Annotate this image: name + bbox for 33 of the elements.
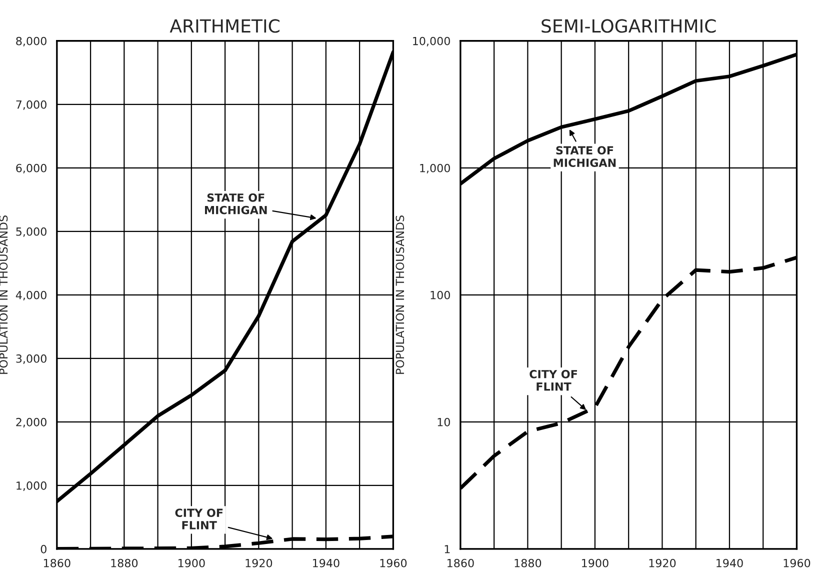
y-tick-label: 1,000 [16,481,46,491]
y-tick-label: 2,000 [16,418,46,428]
x-tick-label: 1880 [111,558,138,568]
annotation: CITY OF FLINT [530,370,577,391]
y-axis-title: POPULATION IN THOUSANDS [396,216,404,374]
annotation: STATE OF MICHIGAN [205,193,267,214]
chart-title: ARITHMETIC [170,19,280,33]
y-tick-label: 1 [444,545,450,554]
x-tick-label: 1900 [178,558,205,568]
x-tick-label: 1900 [582,558,608,568]
x-tick-label: 1920 [246,558,272,568]
annotation: STATE OF MICHIGAN [554,146,616,167]
annotation: CITY OF FLINT [175,508,223,530]
y-tick-label: 10,000 [413,36,450,46]
y-tick-label: 1,000 [420,164,450,174]
x-tick-label: 1960 [380,558,407,568]
x-tick-label: 1860 [44,558,70,568]
x-tick-label: 1940 [313,558,340,568]
y-tick-label: 0 [40,544,46,554]
y-tick-label: 10 [438,418,450,426]
y-tick-label: 8,000 [16,36,46,46]
x-tick-label: 1960 [784,558,810,568]
x-tick-label: 1920 [649,558,676,568]
y-tick-label: 7,000 [16,100,46,110]
x-tick-label: 1940 [716,558,743,568]
y-tick-label: 5,000 [16,227,46,237]
y-tick-label: 3,000 [16,354,46,364]
x-tick-label: 1860 [448,558,474,568]
y-tick-label: 100 [430,290,450,300]
chart-title: SEMI-LOGARITHMIC [542,19,716,33]
y-tick-label: 6,000 [16,164,46,174]
x-tick-label: 1880 [514,558,542,568]
y-tick-label: 4,000 [16,290,46,300]
